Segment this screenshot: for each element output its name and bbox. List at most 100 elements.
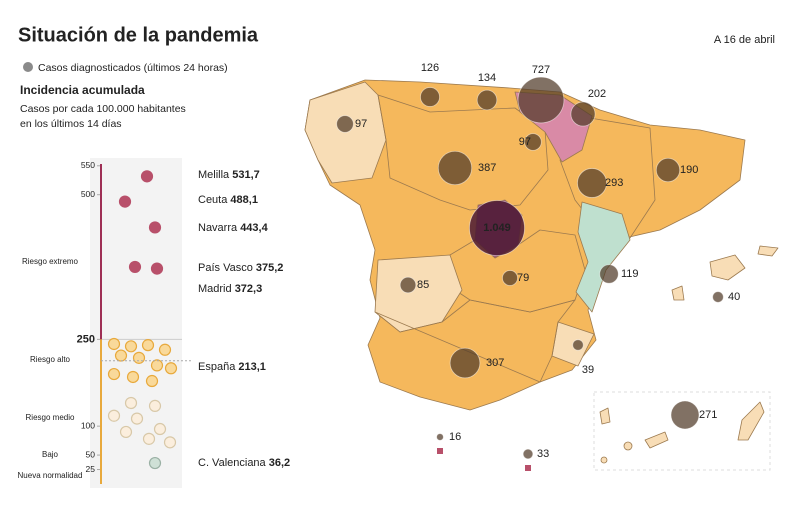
region-dot bbox=[164, 362, 178, 375]
case-bubble bbox=[436, 433, 444, 441]
region-name: Melilla bbox=[198, 169, 230, 181]
mallorca bbox=[709, 254, 746, 281]
region-value: 213,1 bbox=[238, 361, 266, 373]
tick-label: 550 bbox=[81, 160, 95, 170]
case-bubble bbox=[577, 168, 607, 198]
case-label: 271 bbox=[699, 409, 717, 421]
legend-dot bbox=[23, 62, 33, 72]
region-dot bbox=[145, 374, 159, 388]
region-name: País Vasco bbox=[198, 262, 253, 274]
region-dot bbox=[163, 436, 177, 449]
region-dot bbox=[119, 425, 133, 439]
region-dot bbox=[158, 343, 172, 356]
region-name: Madrid bbox=[198, 283, 232, 295]
band-label: Bajo bbox=[42, 450, 59, 459]
case-bubble bbox=[437, 150, 473, 186]
highlight-dot bbox=[128, 260, 142, 274]
region-value: 531,7 bbox=[232, 169, 260, 181]
note-line: en los últimos 14 días bbox=[20, 118, 122, 130]
case-label: 97 bbox=[355, 118, 367, 130]
region-dot bbox=[107, 367, 121, 381]
region-value: 488,1 bbox=[230, 194, 258, 206]
region-dot bbox=[126, 370, 140, 384]
case-bubble bbox=[524, 133, 542, 151]
case-label: 727 bbox=[532, 64, 550, 76]
highlight-label: Ceuta 488,1 bbox=[198, 194, 258, 206]
region-name: Ceuta bbox=[198, 194, 228, 206]
ceuta bbox=[437, 448, 443, 454]
highlight-label: España 213,1 bbox=[198, 361, 266, 373]
case-label: 126 bbox=[421, 62, 439, 74]
canarias-frame bbox=[593, 391, 771, 471]
case-bubble bbox=[399, 276, 417, 294]
highlight-label: País Vasco 375,2 bbox=[198, 262, 283, 274]
case-label: 387 bbox=[478, 162, 496, 174]
canarias-east bbox=[737, 401, 765, 441]
case-label: 16 bbox=[449, 431, 461, 443]
region-value: 36,2 bbox=[269, 457, 290, 469]
case-label: 134 bbox=[478, 72, 496, 84]
case-label: 202 bbox=[588, 88, 606, 100]
tick-label: 250 bbox=[77, 333, 95, 345]
case-label: 119 bbox=[621, 268, 639, 280]
scale-panel bbox=[90, 158, 182, 488]
highlight-label: Melilla 531,7 bbox=[198, 169, 260, 181]
band-label: Riesgo extremo bbox=[22, 257, 79, 266]
valencia bbox=[575, 201, 631, 313]
case-label: 79 bbox=[517, 272, 529, 284]
aragon bbox=[559, 117, 656, 239]
canarias-tenerife bbox=[644, 431, 669, 449]
region-dot bbox=[114, 349, 128, 362]
case-label: 307 bbox=[486, 357, 504, 369]
region-name: C. Valenciana bbox=[198, 457, 267, 469]
case-bubble bbox=[572, 339, 584, 351]
menorca bbox=[757, 245, 779, 257]
highlight-label: C. Valenciana 36,2 bbox=[198, 457, 290, 469]
case-label: 39 bbox=[582, 364, 594, 376]
case-label: 97 bbox=[519, 136, 531, 148]
case-bubble bbox=[476, 89, 498, 111]
region-dot bbox=[150, 359, 164, 372]
case-label: 1.049 bbox=[483, 222, 511, 234]
case-label: 40 bbox=[728, 291, 740, 303]
highlight-dot bbox=[140, 170, 154, 183]
canarias-hierro bbox=[600, 456, 608, 464]
region-dot bbox=[130, 412, 144, 425]
band-label: Nueva normalidad bbox=[18, 471, 83, 480]
region-value: 375,2 bbox=[256, 262, 284, 274]
melilla bbox=[525, 465, 531, 471]
case-bubble bbox=[517, 76, 565, 124]
highlight-dot bbox=[148, 221, 162, 234]
highlight-label: Navarra 443,4 bbox=[198, 222, 269, 234]
tick-label: 25 bbox=[86, 464, 96, 474]
region-dot bbox=[148, 399, 162, 412]
title: Situación de la pandemia bbox=[18, 24, 259, 46]
region-dot bbox=[141, 339, 155, 352]
region-name: España bbox=[198, 361, 236, 373]
spain-map bbox=[304, 79, 779, 471]
date: A 16 de abril bbox=[714, 34, 775, 46]
canarias-gomera bbox=[623, 441, 633, 451]
case-bubble bbox=[570, 101, 596, 127]
case-bubble bbox=[522, 448, 534, 460]
ibiza bbox=[671, 285, 685, 301]
case-bubble bbox=[502, 270, 518, 286]
case-bubble bbox=[655, 157, 681, 183]
case-bubble bbox=[712, 291, 724, 303]
case-bubble bbox=[670, 400, 700, 430]
region-dot bbox=[124, 396, 138, 410]
region-dot bbox=[132, 351, 146, 364]
tick-label: 500 bbox=[81, 189, 95, 199]
band-label: Riesgo alto bbox=[30, 355, 71, 364]
legend-label: Casos diagnosticados (últimos 24 horas) bbox=[38, 62, 228, 74]
case-bubble bbox=[449, 347, 481, 379]
highlight-dot bbox=[118, 195, 132, 208]
region-value: 372,3 bbox=[235, 283, 263, 295]
highlight-dot bbox=[148, 456, 162, 470]
region-value: 443,4 bbox=[240, 222, 268, 234]
case-label: 85 bbox=[417, 279, 429, 291]
canarias-west bbox=[599, 407, 611, 425]
case-label: 190 bbox=[680, 164, 698, 176]
highlight-label: Madrid 372,3 bbox=[198, 283, 262, 295]
